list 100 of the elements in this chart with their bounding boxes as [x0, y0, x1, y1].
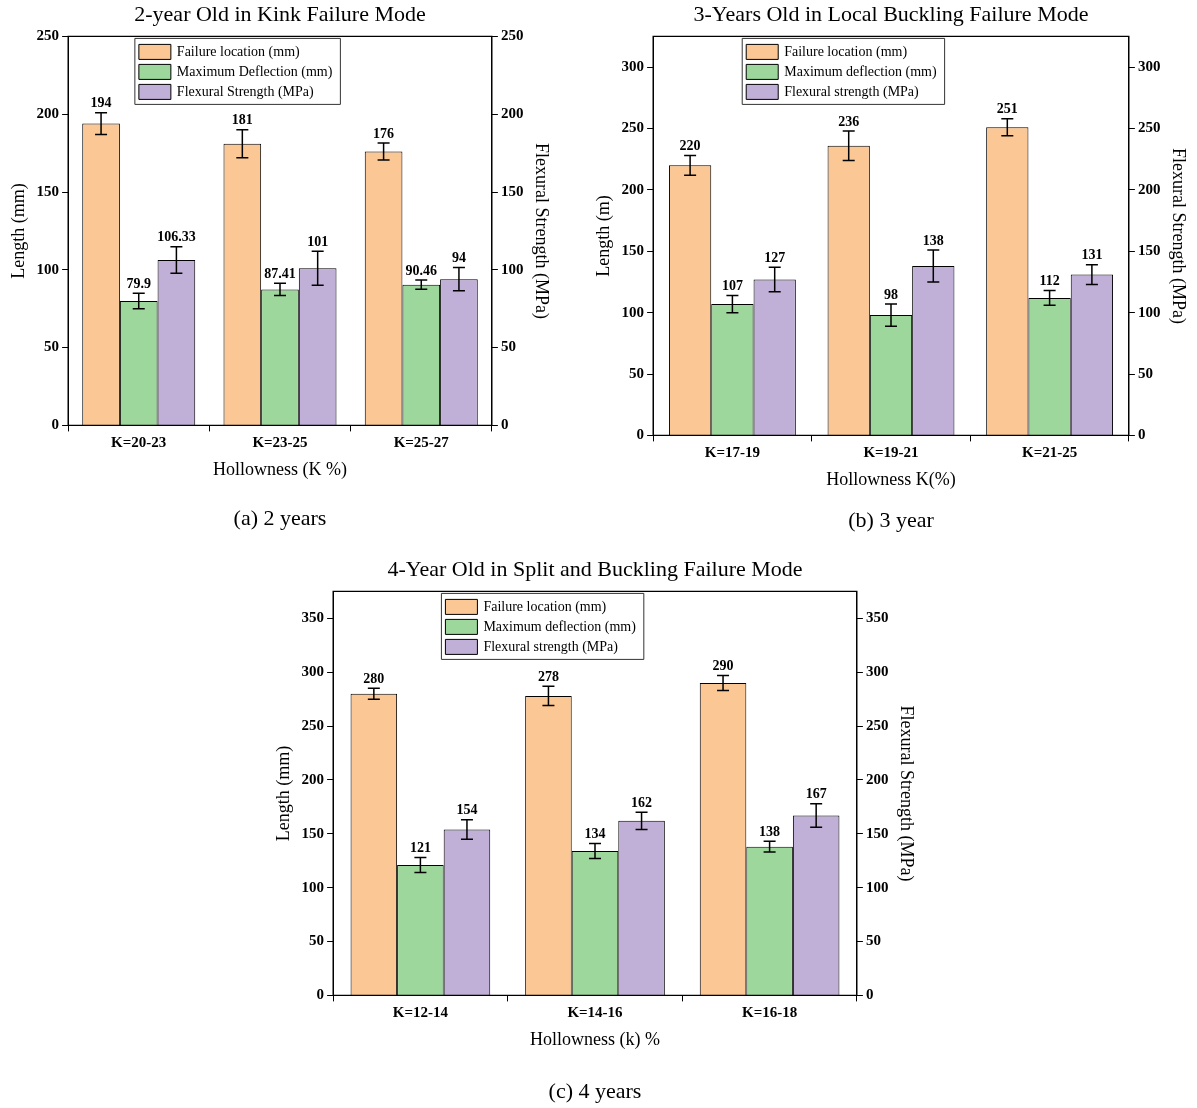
y2-tick-label: 100	[1137, 303, 1161, 320]
y-tick-label: 200	[621, 180, 645, 197]
data-label: 278	[537, 668, 559, 684]
y2-tick-label: 250	[865, 716, 889, 733]
y-tick-label: 250	[301, 716, 325, 733]
x-tick-label: K=16-18	[741, 1004, 798, 1021]
y-tick-label: 50	[629, 364, 645, 381]
y-tick-label: 0	[51, 416, 60, 433]
x-axis-title: Hollowness (K %)	[213, 458, 347, 480]
y-tick-label: 150	[36, 182, 60, 199]
y-tick-label: 200	[36, 105, 60, 122]
data-label: 107	[721, 278, 743, 294]
y2-axis-title: Flexural Strength (MPa)	[1168, 147, 1190, 324]
x-axis-title: Hollowness K(%)	[826, 468, 956, 490]
data-label: 106.33	[157, 229, 196, 245]
y2-tick-label: 250	[500, 27, 524, 44]
data-label: 138	[922, 232, 944, 248]
y-axis-title: Length (mm)	[7, 183, 29, 279]
y2-tick-label: 250	[1137, 119, 1161, 136]
data-label: 101	[307, 233, 329, 249]
data-label: 134	[584, 826, 606, 842]
data-label: 112	[1039, 273, 1060, 289]
data-label: 251	[996, 101, 1018, 117]
y2-tick-label: 150	[500, 182, 524, 199]
data-label: 127	[764, 249, 786, 265]
data-label: 87.41	[264, 265, 296, 281]
y-axis-title: Length (mm)	[272, 745, 294, 842]
x-tick-label: K=19-21	[863, 444, 919, 461]
y-tick-label: 350	[301, 609, 325, 626]
data-label: 131	[1081, 247, 1103, 263]
y-tick-label: 150	[301, 824, 325, 841]
y2-tick-label: 100	[865, 878, 889, 895]
y-tick-label: 50	[309, 932, 325, 949]
y2-axis-title: Flexural Strength (MPa)	[531, 142, 553, 319]
y-tick-label: 100	[301, 878, 325, 895]
y-tick-label: 300	[301, 663, 325, 680]
y2-tick-label: 300	[865, 663, 889, 680]
data-label: 167	[805, 786, 827, 802]
data-label: 181	[231, 112, 253, 128]
chart-title: 2-year Old in Kink Failure Mode	[134, 0, 426, 26]
x-tick-label: K=25-27	[393, 434, 450, 451]
legend-label: Failure location (mm)	[176, 44, 301, 61]
legend-label: Flexural strength (MPa)	[784, 84, 920, 101]
y-tick-label: 250	[621, 119, 645, 136]
y2-tick-label: 150	[1137, 242, 1161, 259]
y2-tick-label: 0	[1137, 426, 1146, 443]
legend-label: Maximum Deflection (mm)	[176, 64, 333, 81]
y2-tick-label: 50	[1137, 364, 1153, 381]
y2-tick-label: 0	[865, 986, 874, 1003]
x-tick-label: K=21-25	[1021, 444, 1078, 461]
y-tick-label: 200	[301, 770, 325, 787]
y-tick-label: 300	[621, 57, 645, 74]
y-tick-label: 0	[316, 986, 325, 1003]
data-label: 236	[838, 113, 860, 129]
y-tick-label: 100	[621, 303, 645, 320]
y-tick-label: 0	[636, 426, 645, 443]
text: (c) 4 years	[547, 1078, 643, 1104]
y2-tick-label: 300	[1137, 57, 1161, 74]
y-tick-label: 100	[36, 260, 60, 277]
data-label: 98	[884, 286, 898, 302]
y2-tick-label: 50	[865, 932, 881, 949]
y2-tick-label: 0	[500, 416, 509, 433]
data-label: 138	[759, 823, 781, 839]
data-label: 220	[679, 138, 701, 154]
data-label: 121	[409, 840, 431, 856]
legend-label: Failure location (mm)	[784, 44, 908, 61]
x-tick-label: K=12-14	[392, 1004, 449, 1021]
x-tick-label: K=20-23	[111, 434, 167, 451]
y2-tick-label: 100	[500, 260, 524, 277]
text: (a) 2 years	[232, 505, 328, 531]
y-tick-label: 150	[621, 242, 645, 259]
legend-label: Maximum deflection (mm)	[483, 619, 637, 636]
x-tick-label: K=14-16	[567, 1004, 624, 1021]
data-label: 194	[90, 95, 112, 111]
x-axis-title: Hollowness (k) %	[530, 1028, 660, 1050]
data-label: 176	[373, 125, 395, 141]
data-label: 94	[451, 250, 466, 266]
data-label: 79.9	[126, 275, 151, 291]
text: (b) 3 year	[847, 507, 935, 533]
x-tick-label: K=17-19	[704, 444, 761, 461]
y2-tick-label: 150	[865, 824, 889, 841]
data-label: 290	[712, 658, 734, 674]
chart-title: 4-Year Old in Split and Buckling Failure Mode	[387, 555, 803, 581]
chart-title: 3-Years Old in Local Buckling Failure Mode	[693, 0, 1089, 26]
data-label: 280	[363, 670, 385, 686]
y2-tick-label: 350	[865, 609, 889, 626]
y2-tick-label: 200	[1137, 180, 1161, 197]
data-label: 154	[456, 802, 478, 818]
data-label: 162	[631, 794, 653, 810]
y-tick-label: 250	[36, 27, 60, 44]
x-tick-label: K=23-25	[252, 434, 308, 451]
legend-label: Flexural strength (MPa)	[483, 639, 619, 656]
y-tick-label: 50	[44, 338, 60, 355]
y-axis-title: Length (m)	[592, 195, 614, 277]
legend-label: Flexural Strength (MPa)	[176, 84, 315, 101]
y2-tick-label: 50	[500, 338, 516, 355]
data-label: 90.46	[405, 262, 438, 278]
y2-axis-title: Flexural Strength (MPa)	[896, 705, 918, 882]
y2-tick-label: 200	[500, 105, 524, 122]
y2-tick-label: 200	[865, 770, 889, 787]
